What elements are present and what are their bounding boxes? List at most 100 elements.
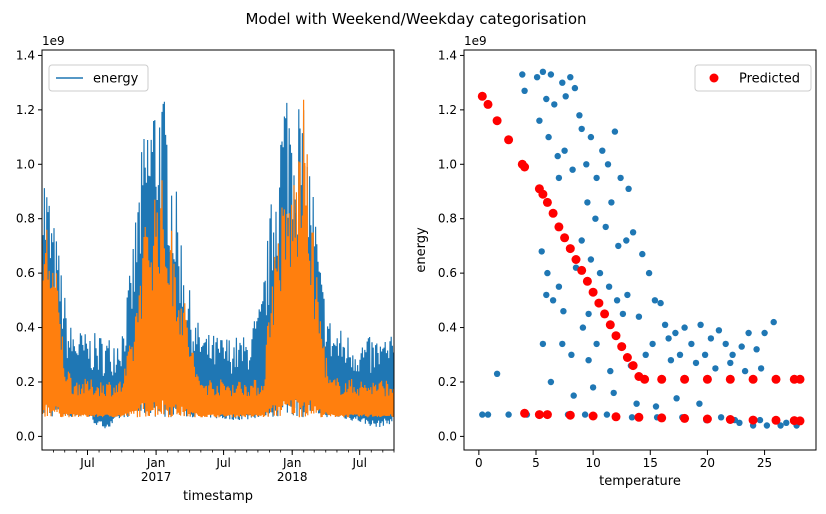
observed-point	[613, 297, 621, 304]
observed-point	[688, 340, 695, 348]
predicted-point	[492, 116, 502, 126]
observed-point	[603, 411, 611, 418]
right-legend-predicted-label: Predicted	[739, 72, 800, 87]
left-y-tick-label: 1.2	[16, 103, 35, 117]
left-x-tick-label: Jul	[79, 456, 94, 470]
predicted-point	[565, 410, 575, 420]
observed-point	[583, 161, 590, 168]
right-legend-box	[694, 64, 812, 92]
fitted-series-line	[42, 99, 394, 418]
right-x-axis-label: temperature	[599, 474, 681, 489]
predicted-point	[560, 233, 570, 243]
observed-point	[545, 133, 552, 141]
right-y-scale-label: 1e9	[464, 34, 487, 48]
predicted-point	[565, 244, 575, 254]
observed-point	[539, 340, 547, 348]
observed-point	[585, 357, 592, 364]
predicted-point	[542, 410, 552, 420]
observed-point	[661, 321, 669, 328]
predicted-point	[680, 374, 690, 384]
observed-point	[533, 74, 541, 81]
left-legend-energy-label: energy	[93, 72, 139, 87]
predicted-point	[483, 99, 493, 109]
predicted-point	[622, 353, 632, 362]
observed-point	[569, 166, 576, 173]
observed-point	[521, 87, 528, 95]
observed-point	[568, 351, 575, 358]
observed-point	[633, 400, 640, 407]
observed-point	[642, 351, 649, 358]
observed-point	[547, 71, 555, 78]
figure-title: Model with Weekend/Weekday categorisatio…	[245, 10, 586, 28]
left-y-scale-label: 1e9	[42, 34, 65, 48]
right-chart: 0.0 0.2 0.4 0.6 0.8 1.0 1.2 1.4 0 5 10 15 20 25 1e9 t…	[414, 34, 817, 489]
observed-point	[652, 403, 660, 410]
left-y-tick-label: 0.4	[16, 321, 35, 335]
observed-point	[599, 147, 606, 154]
predicted-point	[748, 415, 758, 425]
right-y-tick-label: 0.4	[438, 321, 457, 335]
left-y-tick-label: 1.4	[16, 48, 35, 62]
observed-point	[493, 370, 501, 377]
predicted-point	[588, 411, 598, 421]
left-x-tick-year-label: 2017	[141, 470, 172, 484]
observed-point	[651, 297, 659, 304]
right-y-tick-label: 1.0	[438, 157, 457, 171]
right-y-axis-label: energy	[414, 227, 429, 273]
observed-point	[602, 223, 609, 231]
left-legend-box	[48, 64, 149, 92]
right-y-tick-label: 1.4	[438, 48, 457, 62]
predicted-point	[640, 374, 650, 384]
observed-point	[543, 95, 550, 103]
left-x-tick-label: Jan	[146, 456, 166, 470]
observed-point	[571, 84, 579, 92]
observed-point	[505, 411, 512, 418]
left-y-tick-label: 0.6	[16, 266, 35, 280]
predicted-point	[554, 222, 564, 232]
predicted-point	[600, 309, 610, 319]
observed-point	[592, 215, 599, 222]
observed-point	[519, 71, 526, 78]
predicted-point	[520, 162, 530, 172]
observed-point	[578, 237, 585, 244]
observed-point	[611, 128, 619, 135]
observed-point	[581, 411, 589, 418]
left-y-tick-label: 0.8	[16, 212, 35, 226]
observed-point	[579, 324, 587, 331]
left-y-tick-label: 1.0	[16, 157, 35, 171]
right-legend-predicted-swatch	[709, 73, 719, 83]
observed-point	[615, 242, 622, 250]
right-y-tick-label: 0.6	[438, 266, 457, 280]
observed-point	[777, 422, 784, 429]
predicted-point	[520, 408, 530, 418]
observed-point	[607, 367, 614, 375]
observed-point	[555, 283, 563, 290]
predicted-point	[504, 135, 514, 145]
observed-point	[707, 335, 715, 342]
predicted-point	[680, 413, 690, 423]
right-y-tick-label: 0.8	[438, 212, 457, 226]
predicted-point	[628, 361, 638, 371]
right-x-tick-label: 25	[757, 456, 772, 470]
right-x-tick-label: 5	[532, 456, 540, 470]
observed-point	[635, 313, 643, 320]
observed-point	[555, 174, 563, 182]
observed-point	[619, 310, 627, 318]
observed-point	[560, 308, 567, 315]
right-axes: 0.0 0.2 0.4 0.6 0.8 1.0 1.2 1.4 0 5 10 15 20 25	[438, 48, 772, 470]
observed-point	[608, 199, 615, 206]
predicted-point	[617, 342, 627, 352]
observed-point	[589, 384, 597, 391]
predicted-point	[702, 414, 712, 424]
right-series-layer	[477, 68, 805, 429]
predicted-point	[771, 415, 781, 425]
predicted-point	[548, 208, 558, 218]
right-axes-frame	[463, 49, 817, 451]
observed-point	[753, 346, 760, 353]
left-x-tick-year-label: 2018	[277, 470, 308, 484]
right-y-tick-label: 0.0	[438, 429, 457, 443]
observed-point	[585, 310, 592, 318]
observed-point	[649, 340, 656, 348]
predicted-point	[538, 189, 548, 199]
observed-point	[625, 185, 632, 192]
